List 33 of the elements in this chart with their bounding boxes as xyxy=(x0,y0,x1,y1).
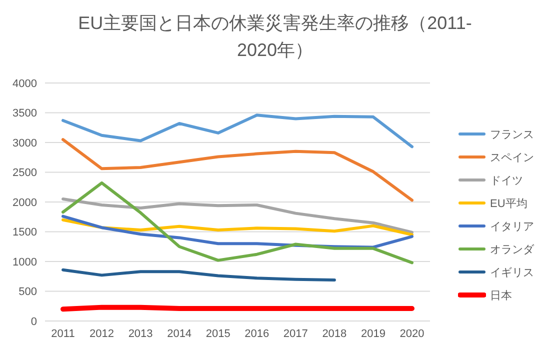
y-tick-label: 0 xyxy=(30,316,37,328)
chart-title: EU主要国と日本の休業災害発生率の推移（2011-2020年） xyxy=(77,12,473,62)
x-tick-label: 2016 xyxy=(244,328,270,340)
x-tick-label: 2019 xyxy=(360,328,386,340)
legend-label: イギリス xyxy=(490,266,534,280)
legend-label: EU平均 xyxy=(490,196,528,210)
line-series xyxy=(62,268,336,282)
y-tick-label: 4000 xyxy=(12,78,37,90)
legend-label: オランダ xyxy=(490,242,534,256)
legend-label: イタリア xyxy=(490,220,534,234)
x-tick-label: 2017 xyxy=(283,328,308,340)
legend-label: スペイン xyxy=(490,150,534,164)
legend-label: ドイツ xyxy=(490,174,523,188)
y-tick-label: 2500 xyxy=(12,167,37,180)
y-tick-label: 2000 xyxy=(12,196,37,209)
y-tick-label: 3000 xyxy=(12,137,37,150)
y-tick-label: 1500 xyxy=(12,226,37,239)
legend-label: 日本 xyxy=(490,288,512,302)
line-series xyxy=(62,138,414,202)
legend-label: フランス xyxy=(490,128,534,142)
line-series xyxy=(62,114,414,148)
x-tick-label: 2012 xyxy=(90,328,114,340)
x-tick-label: 2020 xyxy=(400,328,424,340)
x-tick-label: 2014 xyxy=(167,328,192,340)
line-series xyxy=(62,198,414,234)
x-tick-label: 2015 xyxy=(206,328,230,340)
y-tick-label: 500 xyxy=(18,286,37,298)
y-tick-label: 3500 xyxy=(12,108,37,120)
x-tick-label: 2013 xyxy=(128,328,153,340)
x-tick-label: 2011 xyxy=(51,328,75,340)
x-tick-label: 2018 xyxy=(322,328,347,340)
y-tick-label: 1000 xyxy=(12,256,37,268)
line-series xyxy=(62,181,414,264)
